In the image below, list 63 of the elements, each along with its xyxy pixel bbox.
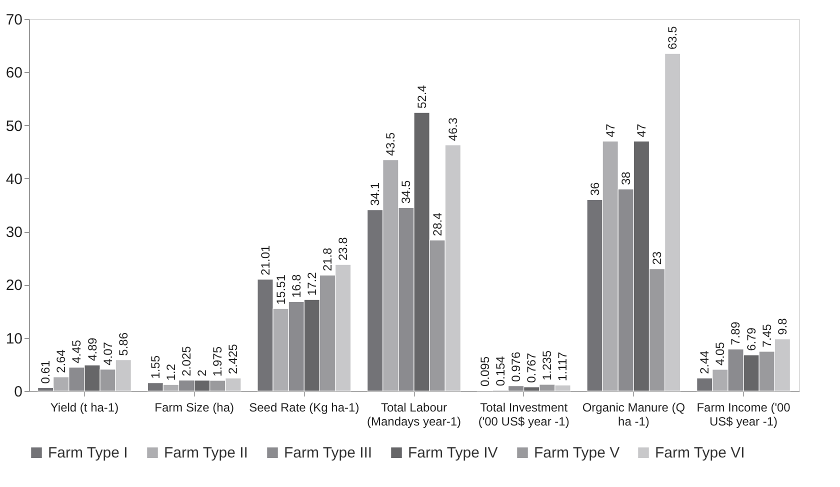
data-label: 47 <box>603 124 618 138</box>
legend-label: Farm Type VI <box>655 444 745 462</box>
data-label: 1.55 <box>148 355 162 379</box>
data-label: 4.07 <box>100 342 115 366</box>
y-tick-label: 0 <box>14 384 22 400</box>
data-label: 1.2 <box>164 364 178 381</box>
data-label: 2.025 <box>180 346 194 376</box>
data-label: 0.095 <box>478 356 492 386</box>
data-label: 1.235 <box>540 350 554 380</box>
data-label: 63.5 <box>666 26 680 50</box>
data-label: 1.975 <box>210 346 225 377</box>
data-label: 2.64 <box>54 349 68 373</box>
y-tick-label: 50 <box>6 118 22 135</box>
data-label: 7.89 <box>728 321 743 346</box>
data-label: 21.01 <box>258 244 272 276</box>
data-label: 47 <box>634 124 648 138</box>
data-label: 17.2 <box>304 272 319 296</box>
data-label: 2 <box>195 369 210 376</box>
legend-label: Farm Type II <box>164 444 248 462</box>
data-label: 1.117 <box>556 352 570 382</box>
data-label: 7.45 <box>760 324 774 348</box>
x-tick-label: Total Investment ('00 US$ year -1) <box>478 400 570 428</box>
data-label: 46.3 <box>446 117 460 141</box>
y-tick-label: 60 <box>6 64 22 82</box>
data-label: 34.1 <box>368 182 382 206</box>
data-label: 43.5 <box>384 132 398 156</box>
data-label: 2.44 <box>698 350 712 374</box>
x-tick-label: Yield (t ha-1) <box>50 400 119 414</box>
data-label: 0.61 <box>38 360 53 384</box>
data-label: 4.89 <box>85 337 100 362</box>
data-label: 16.8 <box>289 274 304 298</box>
y-tick-label: 70 <box>6 12 22 28</box>
data-label: 36 <box>588 182 602 196</box>
data-label: 6.79 <box>744 327 758 351</box>
y-tick-label: 20 <box>6 277 22 294</box>
data-label: 0.154 <box>494 356 508 386</box>
data-label: 15.51 <box>274 274 288 305</box>
data-label: 4.45 <box>70 340 84 364</box>
data-label: 5.86 <box>116 332 130 356</box>
data-label: 38 <box>618 171 633 186</box>
x-tick-label: Farm Size (ha) <box>154 400 234 414</box>
legend-label: Farm Type V <box>534 444 620 462</box>
data-label: 4.05 <box>713 342 728 366</box>
data-label: 2.425 <box>226 344 240 374</box>
data-label: 28.4 <box>430 212 444 236</box>
y-tick-label: 30 <box>6 224 22 242</box>
y-tick-label: 10 <box>6 330 22 348</box>
data-label: 23.8 <box>336 236 350 261</box>
legend-label: Farm Type IV <box>408 444 498 462</box>
data-label: 9.8 <box>775 318 790 335</box>
x-tick-label: Farm Income ('00 US$ year -1) <box>696 400 791 428</box>
data-label: 23 <box>650 251 664 265</box>
data-label: 0.976 <box>509 351 524 382</box>
legend-label: Farm Type I <box>48 444 128 462</box>
x-tick-label: Organic Manure (Q ha -1) <box>582 400 686 428</box>
y-tick-label: 40 <box>6 170 22 188</box>
data-label: 52.4 <box>414 84 429 109</box>
data-label: 0.767 <box>524 352 539 383</box>
x-tick-label: Total Labour (Mandays year-1) <box>366 400 462 428</box>
data-label: 34.5 <box>399 180 414 204</box>
legend-label: Farm Type III <box>284 444 372 462</box>
x-tick-label: Seed Rate (Kg ha-1) <box>249 400 360 414</box>
data-label: 21.8 <box>320 247 334 272</box>
